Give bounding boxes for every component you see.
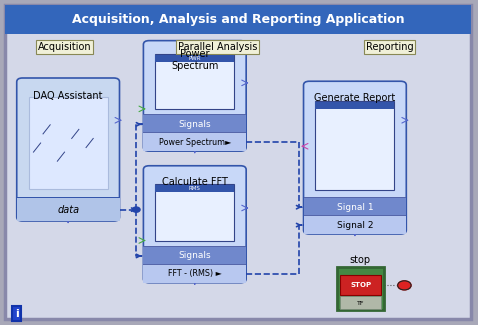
Bar: [143, 246, 246, 247]
Bar: [304, 215, 406, 216]
Text: data: data: [57, 205, 79, 214]
Bar: [143, 115, 246, 133]
Text: FFT - (RMS) ►: FFT - (RMS) ►: [168, 269, 222, 278]
FancyBboxPatch shape: [143, 166, 246, 283]
Bar: [155, 185, 234, 192]
FancyBboxPatch shape: [17, 78, 120, 221]
Bar: [304, 197, 406, 198]
Bar: [5, 5, 471, 34]
Text: STOP: STOP: [350, 282, 371, 288]
Text: Signals: Signals: [178, 252, 211, 260]
Bar: [315, 102, 394, 109]
Bar: [304, 216, 406, 234]
Bar: [29, 98, 108, 188]
Bar: [155, 54, 234, 109]
Text: DAQ Assistant: DAQ Assistant: [33, 91, 103, 101]
Text: RMS: RMS: [189, 186, 201, 191]
Bar: [155, 184, 234, 240]
Bar: [17, 197, 120, 198]
Text: Signal 1: Signal 1: [337, 203, 373, 212]
Bar: [340, 296, 381, 309]
Circle shape: [132, 207, 140, 212]
FancyBboxPatch shape: [143, 41, 246, 151]
Text: stop: stop: [350, 255, 371, 265]
Text: Calculate FFT: Calculate FFT: [162, 177, 228, 187]
Bar: [143, 265, 246, 283]
Text: Power
Spectrum: Power Spectrum: [171, 49, 218, 71]
Text: TF: TF: [357, 301, 365, 306]
Bar: [143, 247, 246, 265]
Bar: [143, 132, 246, 133]
Bar: [340, 275, 381, 295]
Text: PWR: PWR: [188, 56, 201, 61]
Text: Power Spectrum►: Power Spectrum►: [159, 138, 231, 147]
Text: Reporting: Reporting: [366, 42, 413, 52]
Circle shape: [398, 281, 411, 290]
Bar: [155, 55, 234, 62]
Text: Signals: Signals: [178, 120, 211, 129]
Text: Signal 2: Signal 2: [337, 221, 373, 229]
Bar: [143, 133, 246, 151]
Bar: [17, 198, 120, 221]
Bar: [315, 101, 394, 190]
FancyBboxPatch shape: [304, 81, 406, 234]
Text: Acquisition, Analysis and Reporting Application: Acquisition, Analysis and Reporting Appl…: [72, 13, 404, 26]
Bar: [143, 114, 246, 115]
Bar: [143, 264, 246, 265]
Bar: [304, 198, 406, 216]
Bar: [337, 266, 384, 310]
Text: i: i: [15, 309, 19, 318]
Text: Acquisition: Acquisition: [38, 42, 91, 52]
Text: Generate Report: Generate Report: [315, 93, 395, 102]
Text: Parallel Analysis: Parallel Analysis: [178, 42, 257, 52]
